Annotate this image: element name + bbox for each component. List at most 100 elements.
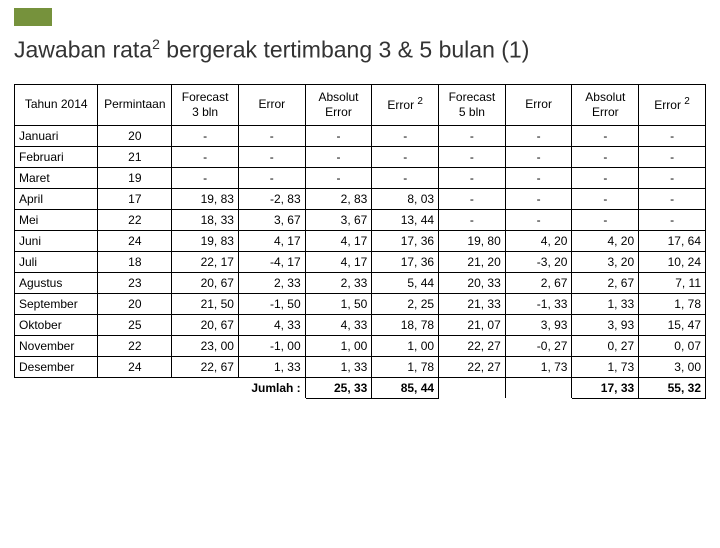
total-row: Jumlah :25, 3385, 4417, 3355, 32 — [15, 377, 706, 398]
value-cell: - — [372, 167, 439, 188]
value-cell: - — [172, 146, 239, 167]
column-header: Forecast3 bln — [172, 84, 239, 125]
column-header: AbsolutError — [305, 84, 372, 125]
demand-cell: 25 — [98, 314, 172, 335]
table-row: Februari21-------- — [15, 146, 706, 167]
table-row: Juni2419, 834, 174, 1717, 3619, 804, 204… — [15, 230, 706, 251]
value-cell: - — [505, 167, 572, 188]
table-row: Agustus2320, 672, 332, 335, 4420, 332, 6… — [15, 272, 706, 293]
value-cell: 4, 17 — [305, 230, 372, 251]
value-cell: 4, 33 — [238, 314, 305, 335]
demand-cell: 24 — [98, 230, 172, 251]
table-row: Januari20-------- — [15, 125, 706, 146]
value-cell: 5, 44 — [372, 272, 439, 293]
value-cell: 17, 64 — [639, 230, 706, 251]
value-cell: 1, 00 — [305, 335, 372, 356]
value-cell: 1, 33 — [572, 293, 639, 314]
table-row: September2021, 50-1, 501, 502, 2521, 33-… — [15, 293, 706, 314]
value-cell: 1, 73 — [505, 356, 572, 377]
demand-cell: 19 — [98, 167, 172, 188]
value-cell: - — [439, 167, 506, 188]
value-cell: -1, 00 — [238, 335, 305, 356]
value-cell: 17, 36 — [372, 251, 439, 272]
demand-cell: 18 — [98, 251, 172, 272]
value-cell: 20, 33 — [439, 272, 506, 293]
value-cell: 21, 33 — [439, 293, 506, 314]
value-cell: -2, 83 — [238, 188, 305, 209]
value-cell: - — [572, 188, 639, 209]
value-cell: 0, 27 — [572, 335, 639, 356]
value-cell: - — [505, 146, 572, 167]
value-cell: - — [572, 146, 639, 167]
value-cell: 19, 83 — [172, 230, 239, 251]
value-cell: - — [305, 167, 372, 188]
demand-cell: 21 — [98, 146, 172, 167]
slide-title: Jawaban rata2 bergerak tertimbang 3 & 5 … — [14, 36, 706, 64]
value-cell: - — [439, 146, 506, 167]
demand-cell: 22 — [98, 335, 172, 356]
forecast-table: Tahun 2014PermintaanForecast3 blnErrorAb… — [14, 84, 706, 399]
value-cell: 2, 33 — [305, 272, 372, 293]
month-cell: September — [15, 293, 98, 314]
month-cell: Januari — [15, 125, 98, 146]
total-blank — [505, 377, 572, 398]
value-cell: - — [639, 125, 706, 146]
value-cell: 4, 20 — [505, 230, 572, 251]
value-cell: 3, 20 — [572, 251, 639, 272]
value-cell: 8, 03 — [372, 188, 439, 209]
value-cell: 3, 67 — [305, 209, 372, 230]
month-cell: Februari — [15, 146, 98, 167]
total-value: 25, 33 — [305, 377, 372, 398]
value-cell: - — [639, 188, 706, 209]
value-cell: 23, 00 — [172, 335, 239, 356]
value-cell: - — [238, 146, 305, 167]
value-cell: - — [439, 125, 506, 146]
demand-cell: 22 — [98, 209, 172, 230]
value-cell: 3, 00 — [639, 356, 706, 377]
total-value: 55, 32 — [639, 377, 706, 398]
value-cell: 3, 67 — [238, 209, 305, 230]
value-cell: - — [238, 167, 305, 188]
value-cell: 1, 50 — [305, 293, 372, 314]
month-cell: Agustus — [15, 272, 98, 293]
column-header: Permintaan — [98, 84, 172, 125]
total-blank — [439, 377, 506, 398]
value-cell: - — [505, 188, 572, 209]
value-cell: 1, 00 — [372, 335, 439, 356]
value-cell: 19, 83 — [172, 188, 239, 209]
value-cell: - — [372, 125, 439, 146]
column-header: Error 2 — [639, 84, 706, 125]
value-cell: 1, 33 — [305, 356, 372, 377]
value-cell: 1, 33 — [238, 356, 305, 377]
value-cell: 18, 78 — [372, 314, 439, 335]
column-header: Forecast5 bln — [439, 84, 506, 125]
value-cell: 1, 78 — [372, 356, 439, 377]
value-cell: 19, 80 — [439, 230, 506, 251]
month-cell: Juli — [15, 251, 98, 272]
value-cell: 13, 44 — [372, 209, 439, 230]
value-cell: 4, 33 — [305, 314, 372, 335]
value-cell: - — [172, 125, 239, 146]
month-cell: Mei — [15, 209, 98, 230]
value-cell: 21, 20 — [439, 251, 506, 272]
month-cell: Juni — [15, 230, 98, 251]
value-cell: - — [505, 125, 572, 146]
month-cell: Maret — [15, 167, 98, 188]
demand-cell: 20 — [98, 293, 172, 314]
value-cell: 18, 33 — [172, 209, 239, 230]
value-cell: 22, 17 — [172, 251, 239, 272]
value-cell: - — [305, 125, 372, 146]
value-cell: 1, 78 — [639, 293, 706, 314]
value-cell: 21, 50 — [172, 293, 239, 314]
month-cell: Desember — [15, 356, 98, 377]
column-header: Error — [505, 84, 572, 125]
demand-cell: 24 — [98, 356, 172, 377]
value-cell: 17, 36 — [372, 230, 439, 251]
accent-bar — [14, 8, 52, 26]
value-cell: 22, 27 — [439, 356, 506, 377]
value-cell: 3, 93 — [505, 314, 572, 335]
value-cell: 2, 33 — [238, 272, 305, 293]
value-cell: 20, 67 — [172, 314, 239, 335]
value-cell: 2, 67 — [505, 272, 572, 293]
value-cell: - — [439, 209, 506, 230]
